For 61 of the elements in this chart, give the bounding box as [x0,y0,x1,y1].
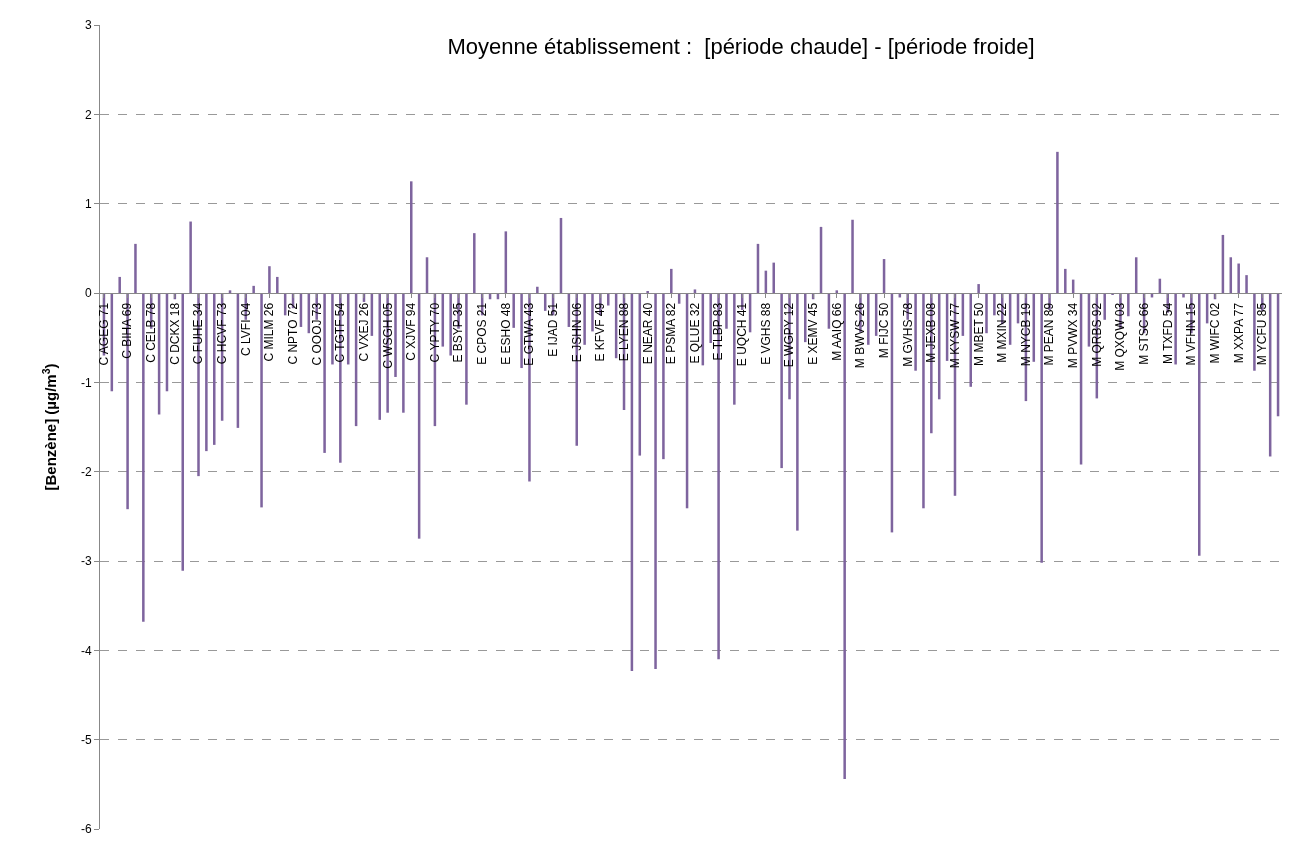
x-tick-label: M JEXB 08 [924,302,939,363]
x-tick-label: C FUHE 34 [191,302,206,365]
x-tick-label: M KYSW 77 [947,302,962,369]
y-tick-label: -5 [80,732,92,747]
x-tick-label: E VGHS 88 [758,302,773,365]
x-tick-label: M WIFC 02 [1207,302,1222,364]
x-tick-label: M XXPA 77 [1231,302,1246,364]
y-tick-label: -1 [80,375,92,390]
x-tick-label: E BSYP 35 [451,302,466,363]
x-tick-label: E LYEN 88 [616,302,631,362]
chart-title: Moyenne établissement : [période chaude] - [période froide] [447,34,1035,60]
x-tick-label: M FIJC 50 [876,302,891,359]
x-tick-label: E GTWA 43 [522,302,537,366]
y-tick-label: 0 [84,286,92,301]
x-tick-label: C LVFI 04 [238,302,253,356]
x-tick-label: C BIHA 69 [120,302,135,359]
y-tick-label: -6 [80,822,92,837]
x-tick-label: C CELB 78 [144,302,159,363]
x-tick-label: C AGEG 71 [96,302,111,366]
x-tick-label: E KFVF 49 [593,302,608,362]
y-tick-label: -4 [80,643,92,658]
x-tick-label: E PSMA 82 [664,302,679,365]
x-tick-label: E UQCH 41 [735,302,750,367]
x-tick-label: E ESHO 48 [498,302,513,365]
x-tick-label: C VXEJ 26 [356,302,371,362]
x-tick-label: E IJAD 51 [546,302,560,357]
x-tick-label: M BWVS 26 [853,302,868,369]
x-tick-label: M TXFD 54 [1160,302,1175,364]
x-tick-label: E JSHN 06 [569,302,584,363]
x-tick-label: M STSC 66 [1137,302,1151,365]
x-tick-label: E NEAR 40 [640,302,655,365]
x-tick-label: E CPOS 21 [475,302,490,365]
y-tick-label: -3 [80,554,92,569]
x-tick-label: M MBET 50 [971,302,986,366]
x-tick-label: E WGPY 12 [782,302,797,368]
x-tick-label: M MXIN 22 [995,302,1010,363]
x-tick-label: M PVWX 34 [1066,302,1081,369]
x-tick-label: C MILM 26 [262,302,277,362]
x-tick-label: M VFHN 15 [1184,302,1199,366]
x-tick-label: M QRBS 92 [1089,302,1104,367]
x-tick-label: M AAIQ 66 [829,302,844,361]
x-tick-label: C DCKX 18 [167,302,182,365]
x-tick-label: E TLBP 83 [711,302,726,361]
x-tick-label: C OOOJ 73 [309,302,324,366]
x-tick-label: M GVHS 78 [900,302,915,367]
x-tick-label: M YCFU 85 [1255,302,1270,366]
x-tick-label: E XEMV 45 [806,302,821,365]
x-tick-label: C TGTF 54 [333,302,348,363]
y-tick-label: 2 [84,107,92,122]
x-tick-label: C NPTO 72 [285,302,300,365]
y-tick-label: -2 [80,464,92,479]
x-tick-label: M NYCB 19 [1018,302,1033,367]
x-tick-label: E QLUE 32 [687,302,702,364]
x-tick-label: C XJVF 94 [404,302,419,361]
y-tick-label: 1 [84,196,92,211]
x-tick-label: M QXQW 03 [1113,302,1128,371]
x-tick-label: C WSGH 05 [380,302,395,369]
x-tick-label: M PEAN 89 [1042,302,1057,366]
x-tick-label: C YPTY 70 [427,302,442,363]
y-tick-label: 3 [84,18,92,33]
x-tick-label: C HCVF 73 [215,302,230,365]
